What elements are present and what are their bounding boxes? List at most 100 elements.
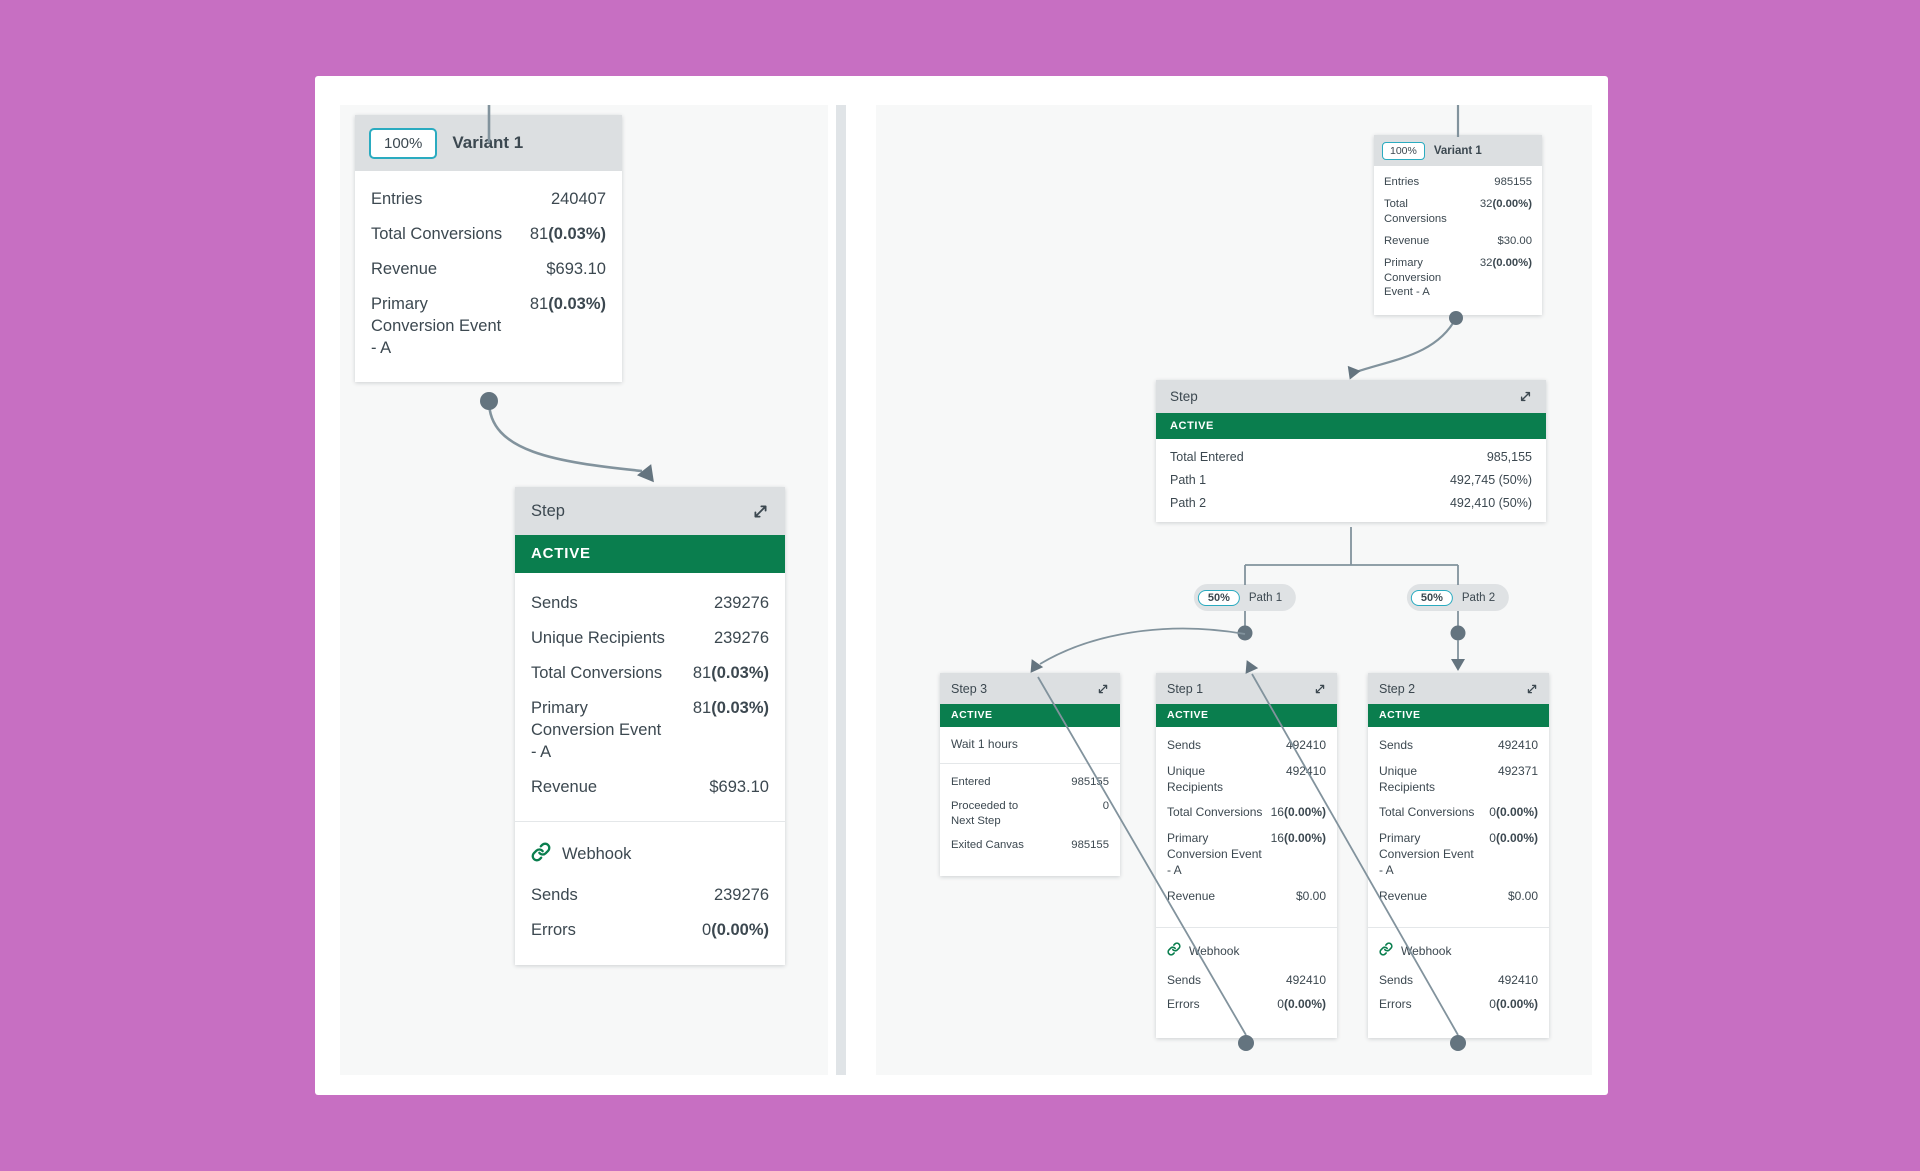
stat-label: Sends (531, 885, 578, 904)
step-card-left[interactable]: Step ACTIVE Sends 239276 Unique Recipien… (515, 487, 785, 966)
stat-label: Entries (371, 190, 423, 208)
webhook-header: Webhook (531, 842, 769, 867)
stat-row: Primary Conversion Event - A 81(0.03%) (531, 698, 769, 764)
stat-value: 492,410 (50%) (1449, 496, 1532, 510)
webhook-section: Webhook Sends 239276 Errors 0(0.00%) (515, 820, 785, 966)
stat-label: Total Conversions (1384, 197, 1447, 225)
variant-card-right[interactable]: 100% Variant 1 Entries 985155 Total Conv… (1374, 135, 1542, 315)
expand-icon[interactable] (1097, 683, 1109, 695)
step1-card[interactable]: Step 1 ACTIVE Sends 492410 Unique Recipi… (1156, 673, 1337, 1039)
expand-icon[interactable] (1314, 683, 1326, 695)
stat-label: Unique Recipients (1167, 763, 1224, 794)
stat-row: Primary Conversion Event - A 16(0.00%) (1167, 831, 1326, 878)
step-card-body: Sends 492410 Unique Recipients 492410 To… (1156, 727, 1337, 927)
stat-label: Revenue (1167, 888, 1216, 903)
split-step-card[interactable]: Step ACTIVE Total Entered 985,155 Path 1… (1156, 380, 1546, 522)
stat-row: Unique Recipients 492371 (1379, 764, 1538, 796)
stat-value: 0(0.00%) (702, 920, 769, 939)
stat-row: Total Entered 985,155 (1170, 450, 1532, 464)
stat-label: Total Conversions (531, 663, 663, 682)
status-banner: ACTIVE (515, 535, 785, 573)
stat-label: Exited Canvas (951, 838, 1024, 851)
stat-value: $30.00 (1497, 234, 1532, 247)
step-title: Step 1 (1167, 681, 1204, 696)
stat-label: Primary Conversion Event - A (1379, 831, 1474, 877)
step-card-header: Step (515, 487, 785, 535)
stat-value: 985155 (1071, 838, 1109, 851)
stat-row: Revenue $693.10 (531, 777, 769, 799)
stat-label: Sends (1167, 738, 1202, 752)
stat-value: 985155 (1071, 776, 1109, 788)
stat-row: Revenue $0.00 (1167, 889, 1326, 905)
step-card-body: Entered 985155 Proceeded to Next Step 0 … (940, 764, 1120, 876)
stat-label: Revenue (531, 777, 598, 796)
step2-card[interactable]: Step 2 ACTIVE Sends 492410 Unique Recipi… (1368, 673, 1549, 1039)
step3-card[interactable]: Step 3 ACTIVE Wait 1 hours Entered 98515… (940, 673, 1120, 876)
webhook-title: Webhook (1189, 944, 1240, 959)
stat-row: Sends 492410 (1167, 738, 1326, 754)
stat-value: 0(0.00%) (1489, 831, 1538, 846)
variant-card-left[interactable]: 100% Variant 1 Entries 240407 Total Conv… (355, 115, 622, 382)
stat-value: 0(0.00%) (1489, 997, 1538, 1012)
path-label: Path 1 (1248, 591, 1283, 604)
stat-label: Primary Conversion Event - A (371, 294, 502, 357)
stat-row: Exited Canvas 985155 (951, 838, 1109, 853)
path-percent-badge: 50% (1197, 589, 1240, 606)
stat-row: Unique Recipients 239276 (531, 628, 769, 650)
webhook-header: Webhook (1379, 942, 1538, 961)
step-card-header: Step 3 (940, 673, 1120, 704)
stat-value: 985,155 (1486, 450, 1532, 464)
stat-label: Errors (1379, 997, 1412, 1012)
stat-row: Revenue $693.10 (371, 259, 606, 281)
stat-label: Sends (1379, 738, 1414, 752)
stat-value: 81(0.03%) (692, 698, 769, 717)
stat-label: Total Conversions (371, 224, 503, 243)
webhook-section: Webhook Sends 492410 Errors 0(0.00%) (1156, 926, 1337, 1039)
stat-value: 81(0.03%) (529, 224, 606, 243)
stat-label: Path 1 (1170, 473, 1207, 487)
stat-row: Proceeded to Next Step 0 (951, 799, 1109, 829)
stat-value: 16(0.00%) (1270, 805, 1326, 820)
step-card-body: Sends 239276 Unique Recipients 239276 To… (515, 573, 785, 821)
stat-label: Primary Conversion Event - A (1384, 256, 1442, 299)
stat-value: $0.00 (1507, 888, 1538, 903)
stat-value: 239276 (713, 885, 769, 904)
stat-row: Revenue $0.00 (1379, 889, 1538, 905)
stat-value: 492410 (1497, 972, 1538, 987)
webhook-section: Webhook Sends 492410 Errors 0(0.00%) (1368, 926, 1549, 1039)
stat-value: $693.10 (709, 777, 769, 796)
status-banner: ACTIVE (1368, 704, 1549, 727)
webhook-link-icon (1167, 942, 1181, 961)
stat-label: Unique Recipients (531, 628, 665, 647)
webhook-title: Webhook (1401, 944, 1452, 959)
wait-step-label: Wait 1 hours (940, 727, 1120, 764)
expand-icon[interactable] (1526, 683, 1538, 695)
stat-row: Total Conversions 0(0.00%) (1379, 805, 1538, 821)
expand-icon[interactable] (752, 503, 769, 520)
stat-row: Total Conversions 16(0.00%) (1167, 805, 1326, 821)
stat-row: Entries 240407 (371, 189, 606, 211)
stat-value: 985155 (1494, 176, 1532, 188)
stat-value: 0 (1102, 799, 1109, 812)
stat-value: 0(0.00%) (1489, 805, 1538, 820)
stat-label: Revenue (1379, 888, 1428, 903)
stat-row: Unique Recipients 492410 (1167, 764, 1326, 796)
stat-value: 239276 (713, 628, 769, 647)
stat-value: 492371 (1497, 763, 1538, 778)
stat-label: Unique Recipients (1379, 763, 1436, 794)
stat-value: 81(0.03%) (529, 294, 606, 313)
variant-card-body: Entries 985155 Total Conversions 32(0.00… (1374, 166, 1542, 310)
stat-label: Sends (1167, 972, 1202, 987)
stat-label: Entered (951, 776, 991, 788)
path-2-pill: 50% Path 2 (1406, 584, 1510, 611)
stat-row: Revenue $30.00 (1384, 234, 1532, 249)
expand-icon[interactable] (1519, 390, 1532, 403)
stat-row: Primary Conversion Event - A 0(0.00%) (1379, 831, 1538, 878)
stat-row: Sends 239276 (531, 593, 769, 615)
stat-row: Sends 492410 (1167, 973, 1326, 989)
stat-row: Path 1 492,745 (50%) (1170, 473, 1532, 487)
status-banner: ACTIVE (1156, 413, 1546, 439)
step-card-header: Step 1 (1156, 673, 1337, 704)
stat-label: Errors (1167, 997, 1200, 1012)
